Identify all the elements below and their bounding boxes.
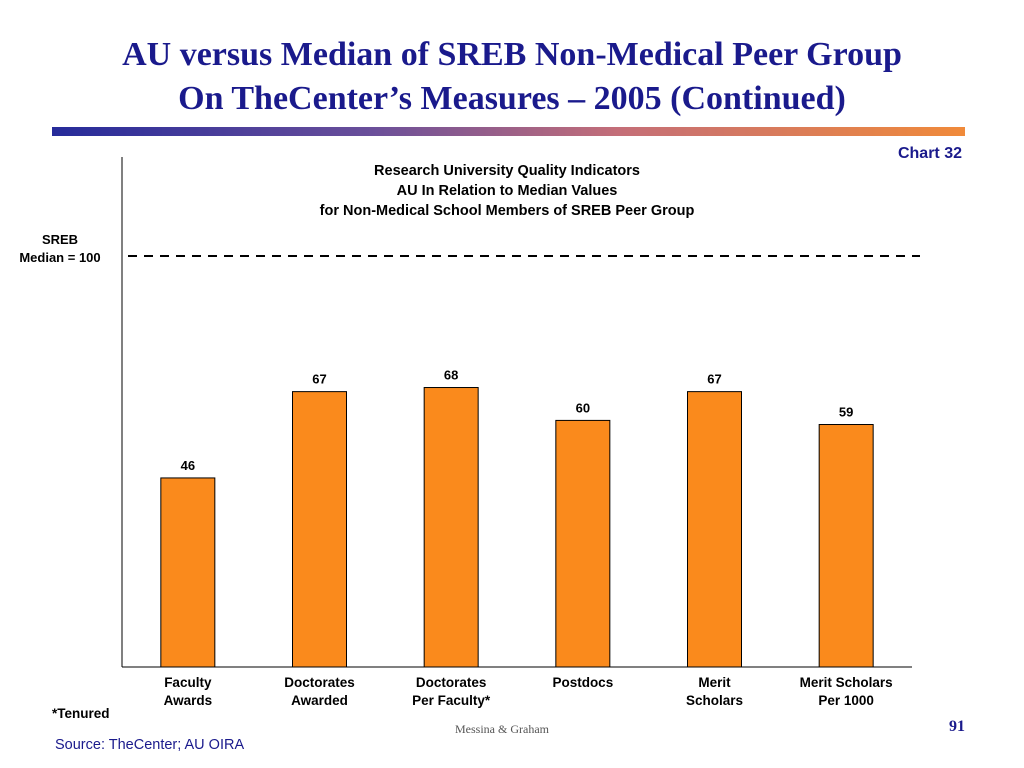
slide-title: AU versus Median of SREB Non-Medical Pee… <box>0 33 1024 121</box>
author-credit: Messina & Graham <box>455 722 549 736</box>
bar-1 <box>160 477 216 668</box>
category-label-1-line-2: Awards <box>164 693 213 708</box>
bar-5 <box>687 391 742 668</box>
bar-2 <box>292 391 347 668</box>
category-label-6: Merit Scholars Per 1000 <box>800 675 893 708</box>
slide-title-line-2: On TheCenter’s Measures – 2005 (Continue… <box>178 80 846 117</box>
slide-title-line-1: AU versus Median of SREB Non-Medical Pee… <box>122 36 902 73</box>
category-label-6-line-2: Per 1000 <box>818 693 874 708</box>
chart-title-line-2: AU In Relation to Median Values <box>396 183 618 199</box>
category-label-2-line-2: Awarded <box>291 693 348 708</box>
category-label-1: Faculty Awards <box>164 675 213 708</box>
reference-line-label: SREB Median = 100 <box>4 231 116 267</box>
category-label-2-line-1: Doctorates <box>284 675 355 690</box>
bar-3 <box>423 387 479 668</box>
data-label-5: 67 <box>707 372 721 387</box>
category-label-1-line-1: Faculty <box>164 675 212 690</box>
data-label-6: 59 <box>839 405 853 420</box>
footnote: *Tenured <box>52 706 110 721</box>
data-label-3: 68 <box>444 368 458 383</box>
category-label-4-line-1: Postdocs <box>552 675 613 690</box>
category-label-4: Postdocs <box>552 675 613 690</box>
reference-line-label-line-2: Median = 100 <box>19 250 101 265</box>
data-label-2: 67 <box>312 372 326 387</box>
bar-6 <box>818 424 874 668</box>
source-note: Source: TheCenter; AU OIRA <box>55 737 245 753</box>
chart-number: Chart 32 <box>897 145 962 162</box>
category-label-5: Merit Scholars <box>686 675 743 708</box>
category-label-2: Doctorates Awarded <box>284 675 355 708</box>
data-label-4: 60 <box>576 400 590 415</box>
title-gradient-rule <box>52 127 965 136</box>
category-label-6-line-1: Merit Scholars <box>800 675 893 690</box>
data-label-1: 46 <box>181 458 195 473</box>
chart-title-line-3: for Non-Medical School Members of SREB P… <box>319 203 695 219</box>
category-label-3-line-2: Per Faculty* <box>412 693 491 708</box>
chart-title-line-1: Research University Quality Indicators <box>374 163 640 179</box>
category-label-3: Doctorates Per Faculty* <box>412 675 491 708</box>
page-number: 91 <box>949 718 965 735</box>
category-label-3-line-1: Doctorates <box>416 675 487 690</box>
category-label-5-line-2: Scholars <box>686 693 743 708</box>
category-label-5-line-1: Merit <box>698 675 731 690</box>
bar-4 <box>555 419 611 668</box>
reference-line-label-line-1: SREB <box>41 232 79 247</box>
chart-title: Research University Quality Indicators A… <box>262 161 752 221</box>
